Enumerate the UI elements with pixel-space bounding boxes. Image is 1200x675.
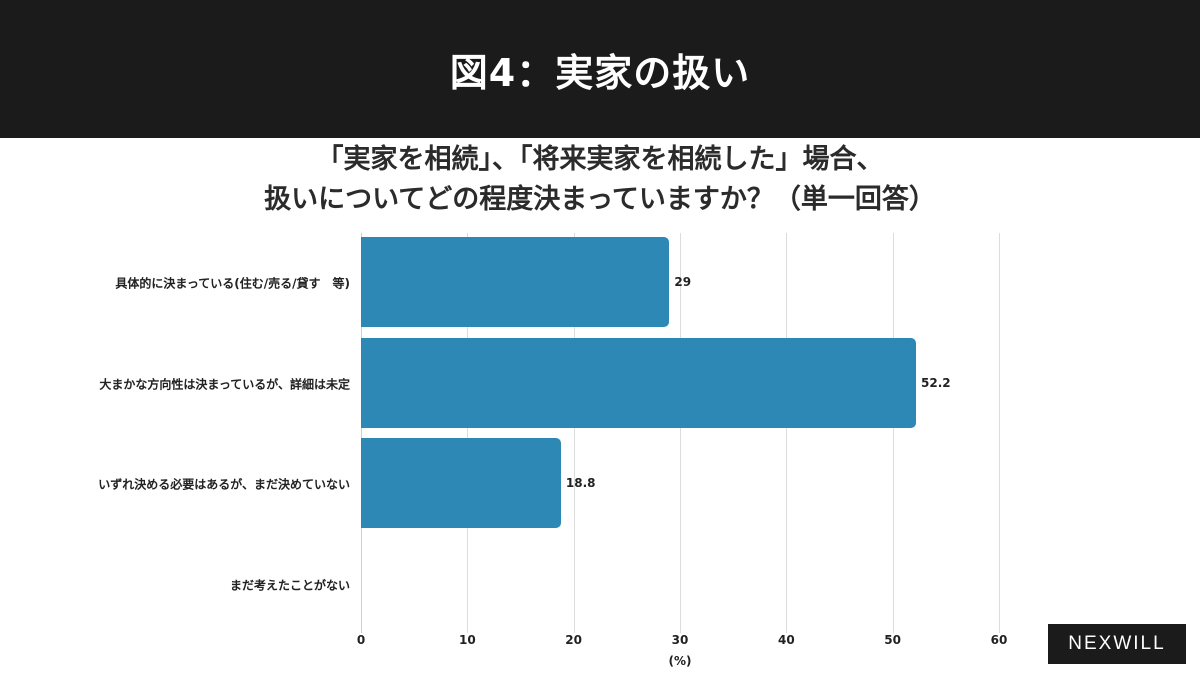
y-axis-line [361,233,362,633]
question-line-1: 「実家を相続」、「将来実家を相続した」場合、 [316,144,884,175]
x-tick-label: 0 [356,633,366,647]
gridline [680,233,681,633]
bar-value-label: 29 [674,275,692,289]
gridline [467,233,469,633]
bar-value-label: 52.2 [921,375,951,390]
category-label: まだ考えたことがない [229,578,350,593]
bar [361,337,917,428]
gridline [573,233,575,633]
plot-area: 29 52.2 18.8 [361,233,1001,633]
bar-value-label: 18.8 [565,476,596,490]
chart-question: 「実家を相続」、「将来実家を相続した」場合、 扱いについてどの程度決まっています… [0,140,1200,220]
figure-title: 図4：実家の扱い [449,50,751,95]
title-banner: 図4：実家の扱い [0,0,1200,138]
x-tick-label: 10 [458,633,476,647]
x-tick-label: 40 [777,633,795,647]
x-tick-label: 20 [565,633,583,647]
gridline [892,233,894,633]
bar [361,438,561,528]
x-axis-label: (%) [668,654,692,668]
x-tick-label: 50 [884,633,902,647]
category-label: いずれ決める必要はあるが、まだ決めていない [98,477,350,492]
gridline [786,233,788,633]
bar [361,237,670,327]
nexwill-logo: NEXWILL [1048,624,1186,664]
question-line-2: 扱いについてどの程度決まっていますか？（単一回答） [264,184,936,215]
category-label: 大まかな方向性は決まっているが、詳細は未定 [99,377,350,392]
x-tick-label: 60 [990,633,1008,647]
gridline [999,233,1000,633]
category-label: 具体的に決まっている(住む/売る/貸す 等) [115,276,350,291]
x-tick-label: 30 [671,633,689,647]
